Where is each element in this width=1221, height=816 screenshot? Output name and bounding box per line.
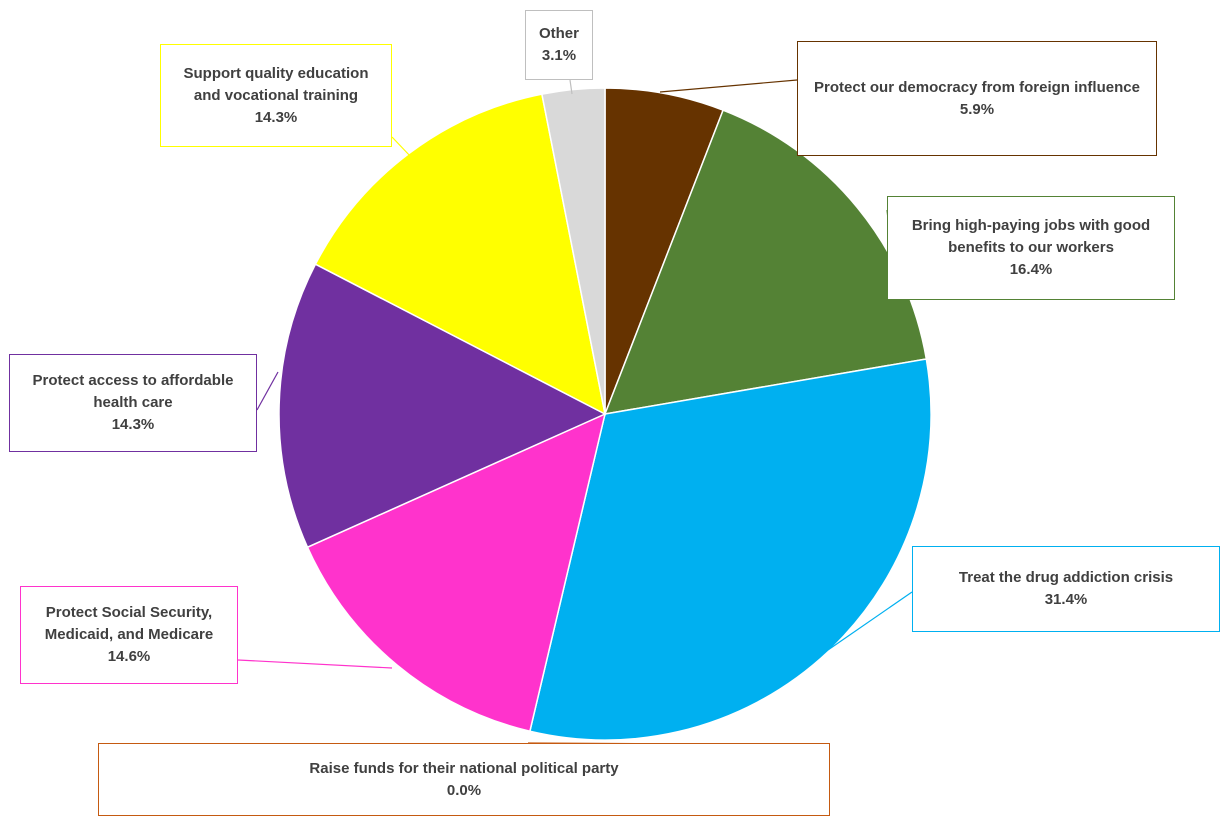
pie-slice-1	[603, 109, 928, 415]
data-label-education: Support quality education and vocational…	[160, 44, 392, 147]
slice-label: Bring high-paying jobs with good benefit…	[911, 217, 1151, 256]
slice-percent: 0.0%	[446, 781, 482, 799]
leader-line-7	[569, 79, 573, 95]
slice-label: Protect access to affordable health care	[32, 372, 234, 411]
slice-label: Support quality education and vocational…	[183, 64, 369, 104]
data-label-health-care: Protect access to affordable health care…	[9, 354, 257, 452]
leader-line-0	[659, 79, 798, 93]
pie-slice-2	[528, 358, 932, 741]
pie-slice-4	[306, 412, 607, 733]
leader-line-4	[237, 659, 393, 669]
slice-label: Protect our democracy from foreign influ…	[814, 78, 1140, 96]
pie-slice-7	[541, 87, 606, 415]
slice-percent: 14.6%	[107, 648, 151, 665]
pie-slice-0	[604, 87, 725, 415]
slice-percent: 14.3%	[254, 108, 298, 126]
data-label-raise-funds: Raise funds for their national political…	[98, 743, 830, 816]
slice-label: Protect Social Security, Medicaid, and M…	[44, 604, 214, 643]
leader-line-5	[256, 371, 279, 411]
slice-percent: 14.3%	[111, 416, 155, 433]
slice-label: Raise funds for their national political…	[309, 759, 619, 777]
data-label-social-security: Protect Social Security, Medicaid, and M…	[20, 586, 238, 684]
leader-line-6	[391, 136, 413, 159]
slice-percent: 16.4%	[1009, 261, 1053, 278]
slice-label: Treat the drug addiction crisis	[958, 569, 1174, 586]
slice-percent: 5.9%	[959, 100, 995, 118]
slice-percent: 3.1%	[541, 47, 577, 64]
data-label-other: Other 3.1%	[525, 10, 593, 80]
data-label-drug-addiction: Treat the drug addiction crisis 31.4%	[912, 546, 1220, 632]
slice-label: Other	[538, 25, 579, 42]
data-label-protect-democracy: Protect our democracy from foreign influ…	[797, 41, 1157, 156]
leader-line-2	[827, 591, 913, 651]
slice-percent: 31.4%	[1044, 591, 1088, 608]
pie-slice-6	[314, 93, 607, 416]
pie-slice-5	[278, 263, 607, 549]
data-label-high-paying-jobs: Bring high-paying jobs with good benefit…	[887, 196, 1175, 300]
pie-slices	[278, 87, 932, 741]
